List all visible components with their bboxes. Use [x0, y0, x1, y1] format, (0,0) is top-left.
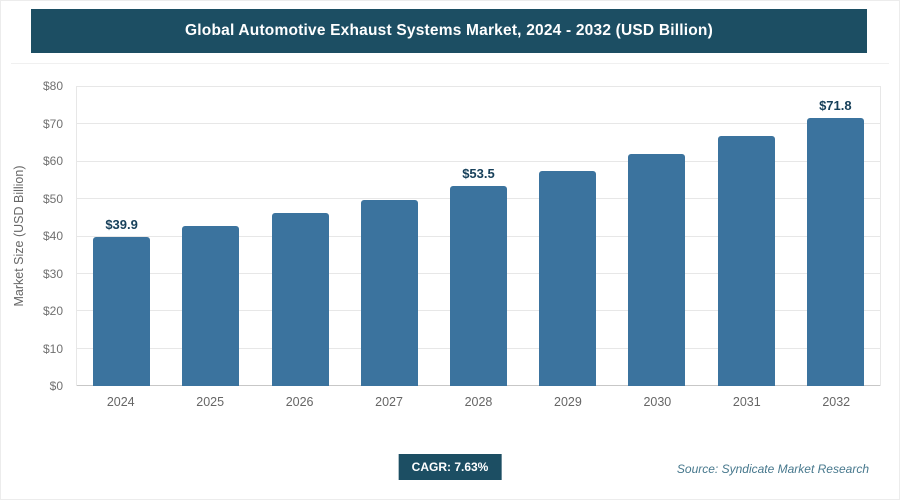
- bar-group: $39.9: [77, 87, 166, 386]
- bar: [628, 154, 686, 386]
- y-tick-label: $20: [42, 304, 63, 318]
- y-tick-label: $70: [42, 116, 63, 131]
- x-tick-label: 2026: [285, 395, 314, 409]
- bar-group: [523, 87, 612, 386]
- source-credit: Source: Syndicate Market Research: [676, 462, 869, 476]
- y-tick-label: $60: [42, 154, 63, 168]
- x-axis-ticks: 2024 2025 2026 2027 2028 2029 2030 2031 2032: [76, 395, 881, 409]
- bar: [182, 225, 240, 386]
- chart-title: Global Automotive Exhaust Systems Market…: [185, 22, 713, 39]
- bar-value-label: $53.5: [462, 166, 495, 182]
- y-axis-ticks: $0 $10 $20 $30 $40 $50 $60 $70 $80: [1, 79, 69, 393]
- bar: [806, 117, 864, 386]
- bar: [449, 186, 508, 386]
- bar-value-label: $39.9: [105, 216, 138, 232]
- x-tick-label: 2032: [822, 395, 851, 409]
- x-tick-label: 2024: [106, 395, 135, 409]
- x-tick-label: 2025: [196, 395, 225, 409]
- bar: [271, 213, 329, 386]
- chart-area: [11, 63, 889, 439]
- bar-group: $53.5: [434, 87, 523, 386]
- x-tick-label: 2027: [375, 395, 403, 409]
- plot-area: $39.9 $53.5 $71.8: [76, 86, 881, 386]
- bar-group: [166, 87, 255, 386]
- y-tick-label: $50: [42, 191, 63, 206]
- y-tick-label: $0: [49, 379, 63, 393]
- y-tick-label: $30: [42, 266, 63, 281]
- bar-group: [345, 87, 434, 386]
- bar-group: [612, 87, 701, 386]
- y-tick-label: $40: [42, 229, 63, 243]
- chart-title-banner: Global Automotive Exhaust Systems Market…: [31, 9, 867, 53]
- cagr-label: CAGR: 7.63%: [411, 460, 489, 474]
- x-tick-label: 2028: [464, 395, 493, 409]
- bar: [539, 170, 597, 386]
- gridline: [77, 160, 880, 162]
- bar: [717, 136, 775, 386]
- y-tick-label: $80: [42, 79, 63, 93]
- y-tick-label: $10: [42, 341, 63, 356]
- gridline: [77, 123, 880, 125]
- bar: [93, 236, 151, 386]
- bars: $39.9 $53.5 $71.8: [77, 87, 880, 386]
- bar-group: $71.8: [791, 87, 880, 386]
- bar: [360, 200, 418, 386]
- gridline: [77, 86, 880, 87]
- cagr-badge: CAGR: 7.63%: [398, 454, 502, 480]
- x-tick-label: 2029: [554, 395, 582, 409]
- x-tick-label: 2031: [732, 395, 761, 409]
- bar-group: [255, 87, 344, 386]
- bar-group: [702, 87, 791, 386]
- x-tick-label: 2030: [643, 395, 672, 409]
- bar-value-label: $71.8: [819, 97, 852, 113]
